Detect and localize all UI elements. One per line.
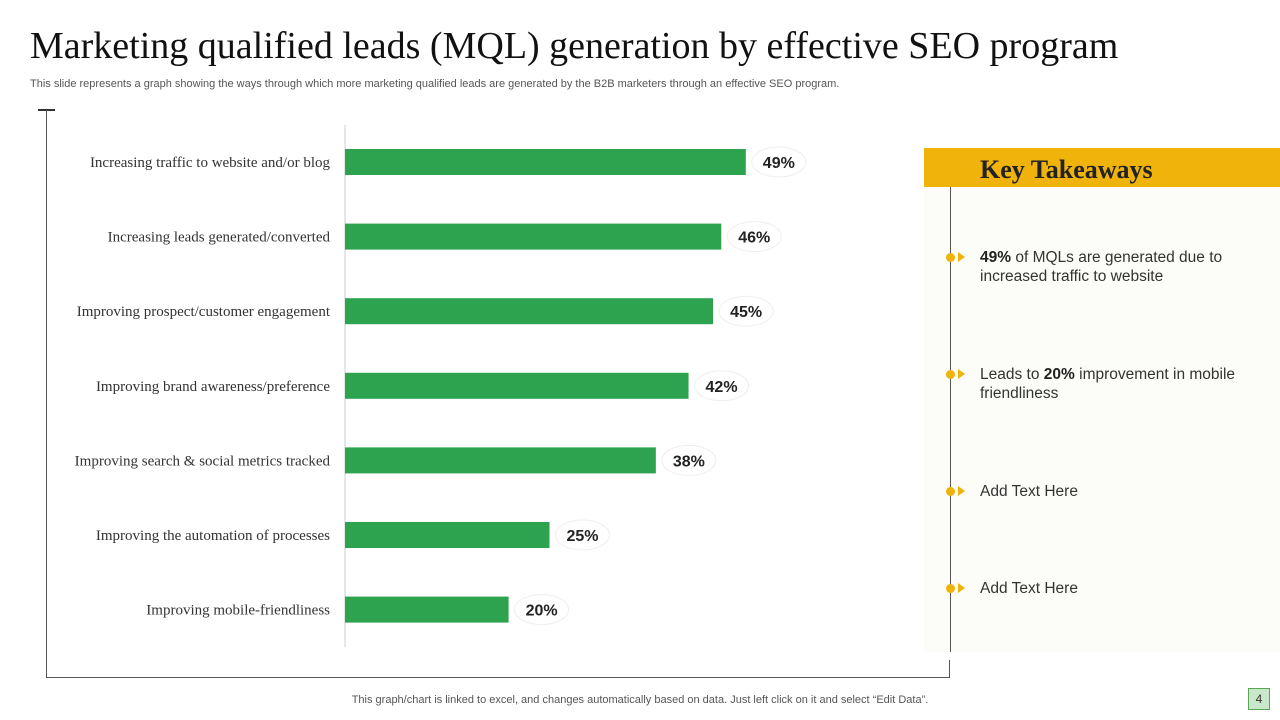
slide-title: Marketing qualified leads (MQL) generati… — [30, 25, 1119, 67]
bar[interactable] — [345, 149, 746, 175]
data-label: 42% — [706, 379, 738, 396]
data-label-bubble — [726, 221, 782, 253]
takeaway-body: improvement in mobile friendliness — [980, 366, 1236, 402]
footer-note: This graph/chart is linked to excel, and… — [351, 694, 929, 706]
takeaway-body: Add Text Here — [980, 483, 1078, 500]
category-label: Increasing traffic to website and/or blo… — [90, 155, 331, 171]
bar[interactable] — [345, 522, 550, 548]
takeaway-text: Add Text Here — [980, 579, 1240, 598]
bullet-dot-icon — [946, 487, 955, 496]
data-label: 46% — [738, 230, 770, 247]
category-label: Improving the automation of processes — [96, 528, 330, 544]
takeaway-highlight: 49% — [980, 249, 1012, 266]
bullet-arrow-icon — [958, 369, 965, 379]
data-label-bubble — [514, 594, 570, 626]
takeaway-highlight: 20% — [1043, 366, 1075, 383]
takeaway-text: Leads to 20% improvement in mobile frien… — [980, 365, 1240, 403]
slide-subtitle: This slide represents a graph showing th… — [30, 78, 840, 90]
bullet-dot-icon — [946, 584, 955, 593]
data-label: 45% — [730, 304, 762, 321]
data-label: 25% — [566, 528, 598, 545]
data-label-bubble — [661, 444, 717, 476]
bullet-arrow-icon — [958, 252, 965, 262]
frame-bottom-line — [46, 677, 950, 678]
takeaways-connector-line — [950, 187, 951, 652]
bar[interactable] — [345, 447, 656, 474]
category-label: Improving search & social metrics tracke… — [75, 453, 331, 469]
data-label: 49% — [763, 155, 795, 172]
category-label: Improving mobile-friendliness — [146, 603, 330, 619]
takeaway-text: 49% of MQLs are generated due to increas… — [980, 248, 1240, 286]
bar[interactable] — [345, 223, 722, 250]
frame-right-line — [949, 660, 950, 678]
data-label-bubble — [555, 519, 610, 551]
takeaway-text: Add Text Here — [980, 482, 1240, 501]
bullet-arrow-icon — [958, 583, 965, 593]
takeaway-prefix: Leads to — [980, 366, 1044, 383]
frame-left-line — [46, 110, 47, 677]
bar[interactable] — [345, 372, 689, 399]
data-label: 20% — [526, 603, 558, 620]
category-label: Improving prospect/customer engagement — [77, 304, 331, 320]
takeaway-body: Add Text Here — [980, 580, 1078, 597]
data-label-bubble — [694, 370, 750, 402]
key-takeaways-title: Key Takeaways — [980, 155, 1153, 184]
bar[interactable] — [345, 298, 714, 325]
data-label-bubble — [718, 295, 774, 327]
bullet-dot-icon — [946, 370, 955, 379]
category-label: Improving brand awareness/preference — [96, 379, 330, 395]
data-label: 38% — [673, 453, 705, 470]
bullet-arrow-icon — [958, 486, 965, 496]
category-label: Increasing leads generated/converted — [108, 230, 331, 246]
bar[interactable] — [345, 596, 509, 623]
key-takeaways-header: Key Takeaways — [924, 148, 1280, 187]
data-label-bubble — [751, 146, 807, 178]
page-number: 4 — [1248, 688, 1270, 710]
takeaway-body: of MQLs are generated due to increased t… — [980, 249, 1223, 285]
bullet-dot-icon — [946, 253, 955, 262]
key-takeaways-panel: Key Takeaways 49% of MQLs are generated … — [924, 148, 1280, 652]
